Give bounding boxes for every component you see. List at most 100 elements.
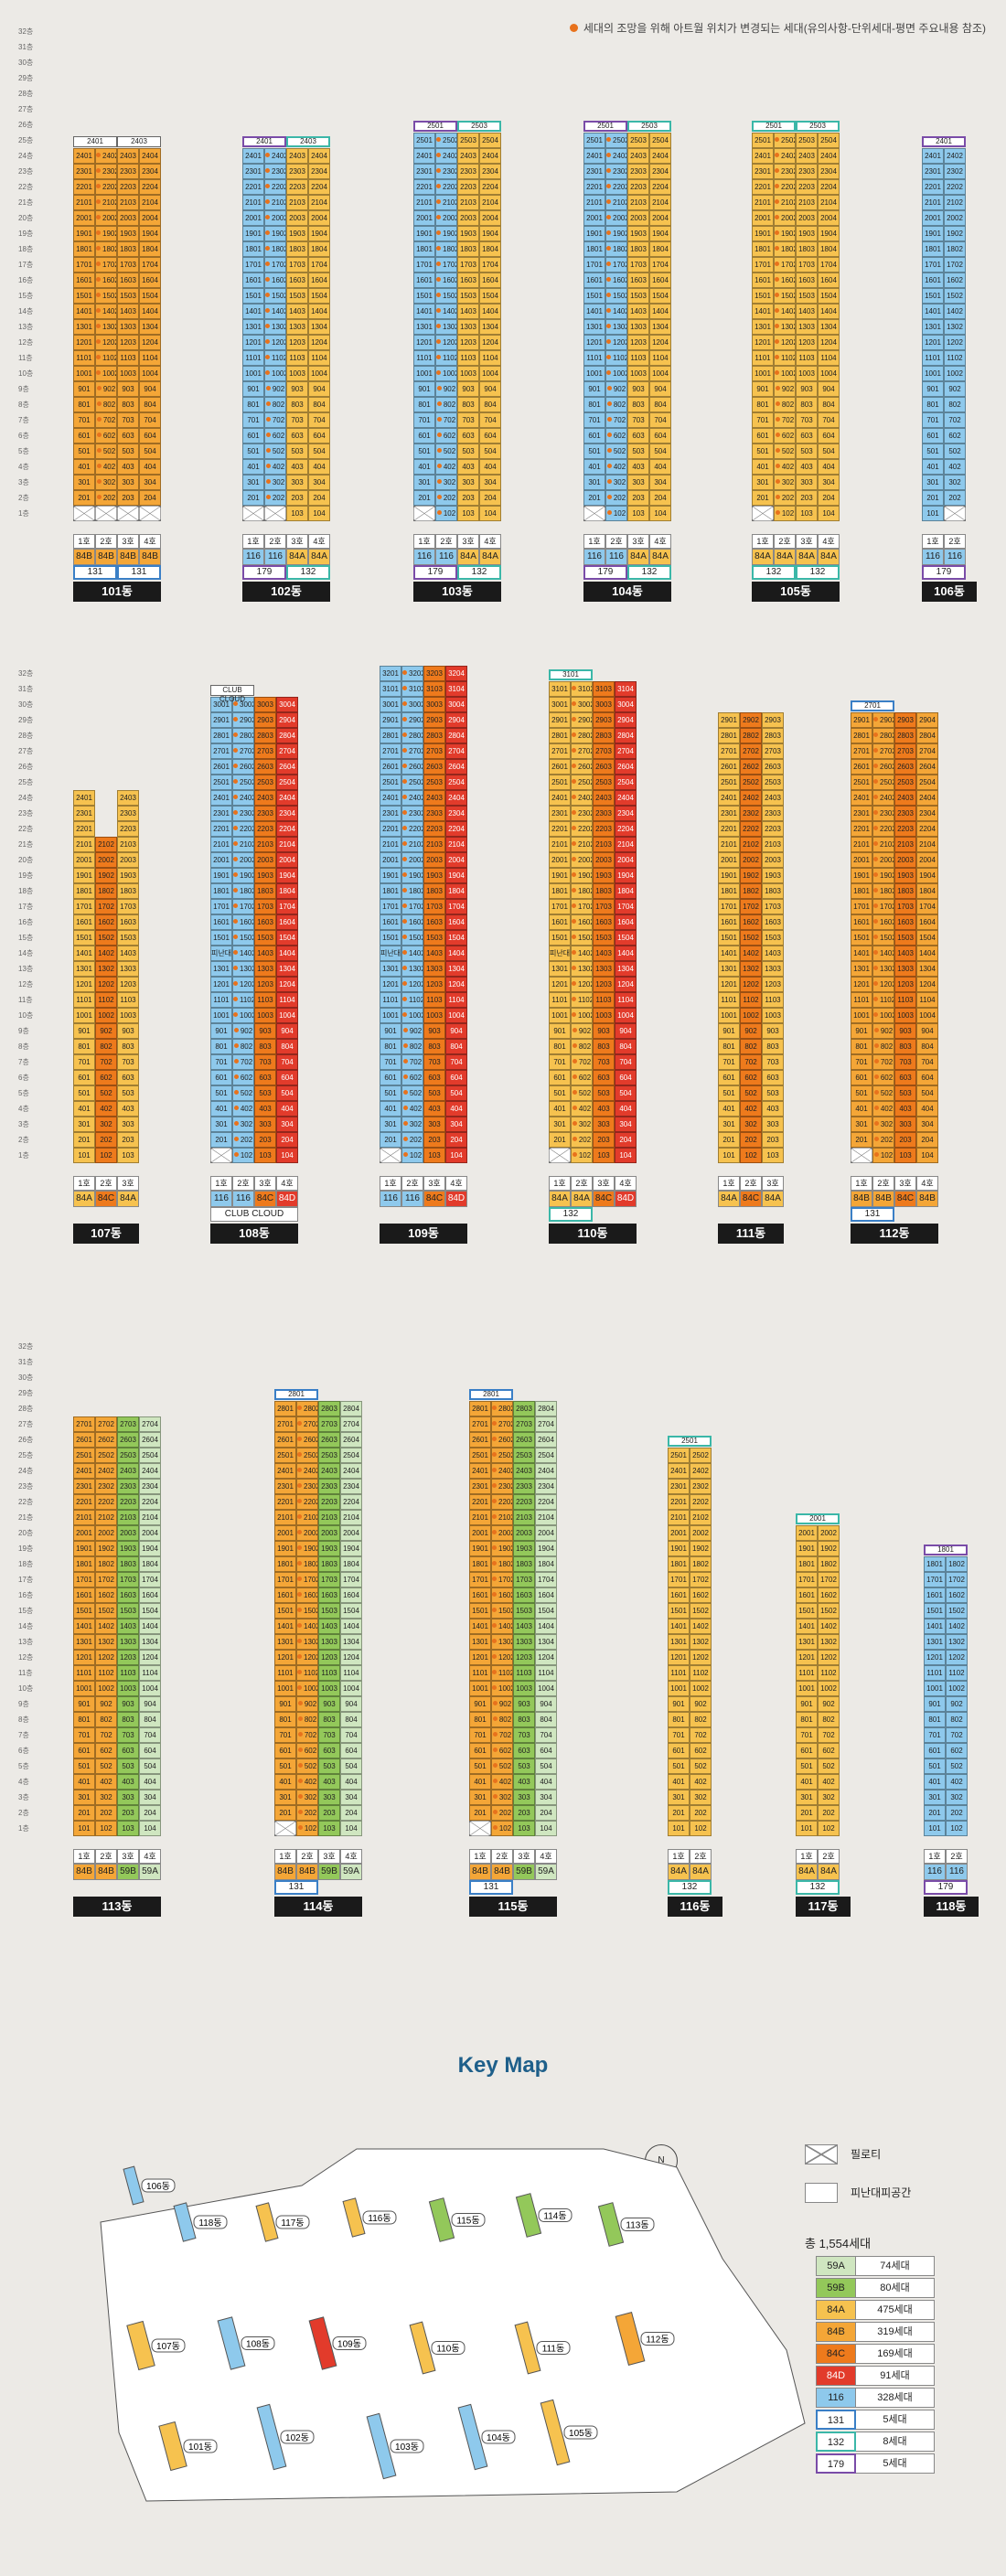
unit-cell: 1603 bbox=[796, 273, 818, 288]
unit-cell: 503 bbox=[254, 1085, 276, 1101]
unit-cell: 601 bbox=[549, 1070, 571, 1085]
unit-cell: 401 bbox=[796, 1774, 818, 1790]
unit-cell: 1801 bbox=[752, 241, 774, 257]
unit-cell: 피난대피 bbox=[549, 946, 571, 961]
map-building-label: 110동 bbox=[436, 2344, 459, 2355]
unit-cell: 1404 bbox=[649, 304, 671, 319]
unit-cell: 2003 bbox=[593, 852, 615, 868]
unit-cell: 2903 bbox=[762, 712, 784, 728]
unit-cell: 1001 bbox=[796, 1681, 818, 1696]
unit-cell: 301 bbox=[413, 475, 435, 490]
unit-cell: 1804 bbox=[479, 241, 501, 257]
unit-cell: 501 bbox=[73, 444, 95, 459]
unit-cell: 2102 bbox=[296, 1510, 318, 1525]
unit-cell: 1404 bbox=[139, 304, 161, 319]
map-building bbox=[515, 2193, 542, 2238]
line-number: 2호 bbox=[944, 534, 966, 549]
unit-cell: 2101 bbox=[242, 195, 264, 210]
unit-cell: 402 bbox=[95, 1774, 117, 1790]
unit-cell: 1202 bbox=[605, 335, 627, 350]
unit-cell: 1204 bbox=[340, 1650, 362, 1665]
unit-cell: 2103 bbox=[117, 195, 139, 210]
unit-cell: 302 bbox=[491, 1790, 513, 1805]
unit-cell: 1803 bbox=[627, 241, 649, 257]
unit-cell: 504 bbox=[445, 1085, 467, 1101]
unit-cell: 1503 bbox=[254, 930, 276, 946]
unit-cell: 1901 bbox=[73, 868, 95, 883]
unit-cell: 1504 bbox=[615, 930, 637, 946]
unit-cell: 2303 bbox=[286, 164, 308, 179]
unit-cell: 1502 bbox=[690, 1603, 712, 1619]
map-building bbox=[457, 2403, 488, 2471]
unit-cell: 602 bbox=[296, 1743, 318, 1758]
legend-refuge-label: 피난대피공간 bbox=[851, 2186, 912, 2199]
unit-cell: 2304 bbox=[139, 1479, 161, 1494]
line-type: 59A bbox=[139, 1864, 161, 1880]
unit-cell: 1202 bbox=[401, 977, 423, 992]
unit-cell: 1101 bbox=[242, 350, 264, 366]
unit-cell: 1204 bbox=[276, 977, 298, 992]
unit-cell: 2501 bbox=[583, 133, 605, 148]
unit-cell: 1801 bbox=[851, 883, 872, 899]
unit-cell: 2201 bbox=[668, 1494, 690, 1510]
unit-cell: 1701 bbox=[413, 257, 435, 273]
unit-cell: 2504 bbox=[479, 133, 501, 148]
unit-cell: 2003 bbox=[423, 852, 445, 868]
unit-cell: 1902 bbox=[944, 226, 966, 241]
unit-cell: 3001 bbox=[549, 697, 571, 712]
unit-cell: 1401 bbox=[242, 304, 264, 319]
unit-cell: 604 bbox=[340, 1743, 362, 1758]
unit-cell: 1401 bbox=[922, 304, 944, 319]
unit-cell: 502 bbox=[232, 1085, 254, 1101]
unit-cell: 2504 bbox=[916, 775, 938, 790]
unit-cell: 504 bbox=[649, 444, 671, 459]
line-type: 84A bbox=[627, 549, 649, 565]
unit-cell: 1701 bbox=[73, 257, 95, 273]
unit-cell: 402 bbox=[740, 1101, 762, 1117]
floor-label: 18층 bbox=[18, 245, 34, 253]
map-building bbox=[428, 2197, 455, 2242]
unit-cell: 1203 bbox=[254, 977, 276, 992]
unit-cell: 1801 bbox=[413, 241, 435, 257]
unit-cell: 404 bbox=[479, 459, 501, 475]
unit-cell: 1003 bbox=[254, 1008, 276, 1023]
unit-cell: 903 bbox=[423, 1023, 445, 1039]
unit-cell: 2201 bbox=[73, 821, 95, 837]
unit-cell: 1602 bbox=[435, 273, 457, 288]
unit-cell: 1904 bbox=[479, 226, 501, 241]
unit-cell: 2304 bbox=[916, 806, 938, 821]
unit-cell: 502 bbox=[740, 1085, 762, 1101]
unit-cell: 1901 bbox=[851, 868, 872, 883]
line-type: 84B bbox=[73, 549, 95, 565]
unit-cell: 103 bbox=[286, 506, 308, 521]
unit-cell: 1303 bbox=[762, 961, 784, 977]
pilotis-cell bbox=[242, 506, 264, 521]
unit-cell: 503 bbox=[423, 1085, 445, 1101]
floor-label: 22층 bbox=[18, 183, 34, 191]
total-households: 총 1,554세대 bbox=[805, 2237, 872, 2250]
unit-cell: 801 bbox=[210, 1039, 232, 1054]
unit-cell: 1202 bbox=[435, 335, 457, 350]
unit-cell: 303 bbox=[423, 1117, 445, 1132]
unit-cell: 1903 bbox=[762, 868, 784, 883]
unit-cell: 401 bbox=[718, 1101, 740, 1117]
unit-cell: 2804 bbox=[340, 1401, 362, 1416]
unit-cell: 802 bbox=[264, 397, 286, 412]
unit-cell: 1601 bbox=[210, 914, 232, 930]
unit-cell: 2802 bbox=[401, 728, 423, 743]
floor-label: 9층 bbox=[18, 1700, 29, 1708]
unit-cell: 802 bbox=[872, 1039, 894, 1054]
unit-cell: 1001 bbox=[549, 1008, 571, 1023]
unit-cell: 2902 bbox=[232, 712, 254, 728]
floor-label: 5층 bbox=[18, 447, 29, 455]
unit-cell: 1202 bbox=[774, 335, 796, 350]
unit-cell: 1703 bbox=[117, 257, 139, 273]
line-number: 3호 bbox=[117, 534, 139, 549]
unit-cell: 2701 bbox=[469, 1416, 491, 1432]
unit-cell: 2803 bbox=[254, 728, 276, 743]
unit-cell: 1501 bbox=[274, 1603, 296, 1619]
unit-cell: 2403 bbox=[627, 148, 649, 164]
unit-cell: 2902 bbox=[872, 712, 894, 728]
unit-cell: 404 bbox=[818, 459, 840, 475]
unit-cell: 2204 bbox=[649, 179, 671, 195]
